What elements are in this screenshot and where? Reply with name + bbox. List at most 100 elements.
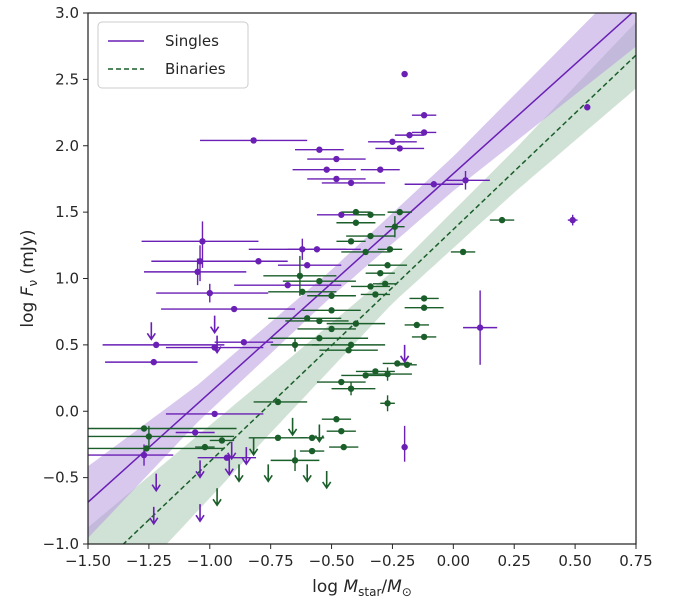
singles-upper-limit-8 bbox=[224, 457, 234, 477]
singles-point-37 bbox=[401, 443, 408, 451]
singles-point-34 bbox=[584, 104, 591, 111]
x-tick-label: −1.25 bbox=[126, 552, 172, 570]
binaries-point-24 bbox=[394, 360, 401, 367]
data-markers bbox=[88, 70, 591, 526]
binaries-upper-limit-5 bbox=[322, 470, 332, 490]
singles-upper-limit-0 bbox=[146, 322, 156, 341]
binaries-point-4 bbox=[291, 457, 299, 464]
fit-lines bbox=[88, 13, 636, 544]
singles-point-24 bbox=[338, 211, 345, 218]
y-tick-label: −0.5 bbox=[43, 469, 79, 487]
fit-line-binaries bbox=[122, 54, 636, 544]
singles-point-9 bbox=[223, 454, 231, 461]
x-tick-label: −0.25 bbox=[369, 552, 415, 570]
binaries-point-2 bbox=[143, 445, 150, 452]
singles-point-33 bbox=[430, 181, 438, 188]
singles-upper-limit-7 bbox=[227, 441, 237, 461]
binaries-point-42 bbox=[413, 321, 420, 329]
singles-upper-limit-3 bbox=[195, 460, 205, 479]
y-tick-label: 1.0 bbox=[55, 270, 79, 288]
binaries-point-53 bbox=[201, 443, 209, 451]
x-tick-label: −1.00 bbox=[187, 552, 233, 570]
binaries-point-29 bbox=[377, 269, 384, 277]
binaries-point-14 bbox=[328, 325, 335, 333]
legend-box bbox=[97, 21, 249, 89]
singles-point-11 bbox=[191, 429, 199, 436]
binaries-point-51 bbox=[308, 447, 316, 455]
x-tick-label: −0.75 bbox=[248, 552, 294, 570]
binaries-point-12 bbox=[316, 317, 323, 325]
singles-point-25 bbox=[401, 70, 408, 78]
singles-point-15 bbox=[255, 258, 262, 265]
singles-point-26 bbox=[420, 112, 428, 119]
singles-point-8 bbox=[211, 410, 218, 418]
singles-point-5 bbox=[206, 289, 213, 297]
singles-upper-limit-2 bbox=[149, 506, 159, 526]
legend: Singles Binaries bbox=[97, 21, 249, 89]
binaries-point-6 bbox=[296, 272, 304, 280]
singles-upper-limit-4 bbox=[195, 504, 205, 523]
singles-point-14 bbox=[313, 246, 321, 253]
binaries-point-7 bbox=[316, 277, 323, 285]
binaries-point-28 bbox=[384, 262, 391, 269]
binaries-point-35 bbox=[391, 223, 399, 230]
singles-point-22 bbox=[333, 175, 340, 183]
binaries-point-32 bbox=[381, 280, 389, 288]
binaries-point-45 bbox=[498, 216, 506, 224]
binaries-point-13 bbox=[352, 320, 360, 327]
y-tick-label: 1.5 bbox=[55, 203, 79, 221]
singles-point-32 bbox=[462, 177, 469, 184]
singles-point-21 bbox=[323, 166, 330, 173]
binaries-point-47 bbox=[333, 416, 340, 423]
singles-point-19 bbox=[316, 146, 323, 153]
binaries-point-15 bbox=[316, 335, 323, 342]
singles-point-18 bbox=[240, 339, 248, 346]
binaries-upper-limit-4 bbox=[314, 424, 325, 443]
binaries-point-22 bbox=[372, 368, 379, 375]
singles-point-36 bbox=[476, 324, 484, 331]
binaries-point-37 bbox=[367, 211, 374, 218]
binaries-upper-limit-1 bbox=[263, 464, 273, 483]
binaries-point-18 bbox=[345, 346, 352, 354]
singles-point-12 bbox=[250, 137, 257, 144]
binaries-point-21 bbox=[362, 372, 369, 379]
binaries-upper-limit-0 bbox=[248, 437, 259, 457]
binaries-point-1 bbox=[145, 433, 153, 440]
binaries-upper-limit-6 bbox=[287, 417, 298, 437]
y-tick-label: 0.5 bbox=[55, 336, 79, 354]
y-tick-label: −1.0 bbox=[43, 535, 79, 553]
binaries-point-23 bbox=[384, 370, 391, 378]
binaries-point-19 bbox=[338, 378, 345, 386]
binaries-point-30 bbox=[367, 283, 374, 290]
singles-point-23 bbox=[347, 179, 355, 187]
singles-point-16 bbox=[304, 262, 311, 269]
band-singles bbox=[88, 13, 636, 538]
binaries-point-52 bbox=[218, 437, 226, 444]
binaries-point-41 bbox=[420, 304, 428, 311]
fit-line-singles bbox=[88, 13, 634, 503]
binaries-point-39 bbox=[352, 219, 360, 226]
binaries-point-40 bbox=[420, 295, 428, 302]
x-tick-label: 0.25 bbox=[498, 552, 531, 570]
binaries-point-50 bbox=[308, 434, 316, 441]
singles-upper-limit-9 bbox=[241, 447, 251, 466]
binaries-point-8 bbox=[299, 288, 306, 295]
binaries-upper-limit-3 bbox=[302, 464, 312, 483]
singles-point-2 bbox=[199, 238, 206, 245]
singles-point-35 bbox=[569, 216, 576, 224]
singles-upper-limit-6 bbox=[212, 335, 222, 355]
singles-point-28 bbox=[406, 131, 413, 139]
binaries-point-5 bbox=[274, 398, 282, 406]
singles-upper-limit-1 bbox=[151, 473, 161, 493]
binaries-point-9 bbox=[328, 292, 335, 299]
singles-point-27 bbox=[420, 129, 428, 136]
binaries-point-34 bbox=[386, 246, 394, 253]
binaries-point-44 bbox=[459, 248, 467, 256]
singles-point-1 bbox=[150, 358, 157, 366]
singles-point-20 bbox=[333, 155, 340, 163]
binaries-point-31 bbox=[372, 291, 379, 298]
binaries-point-0 bbox=[140, 425, 148, 432]
legend-label-singles: Singles bbox=[165, 32, 219, 50]
singles-point-3 bbox=[196, 258, 204, 265]
